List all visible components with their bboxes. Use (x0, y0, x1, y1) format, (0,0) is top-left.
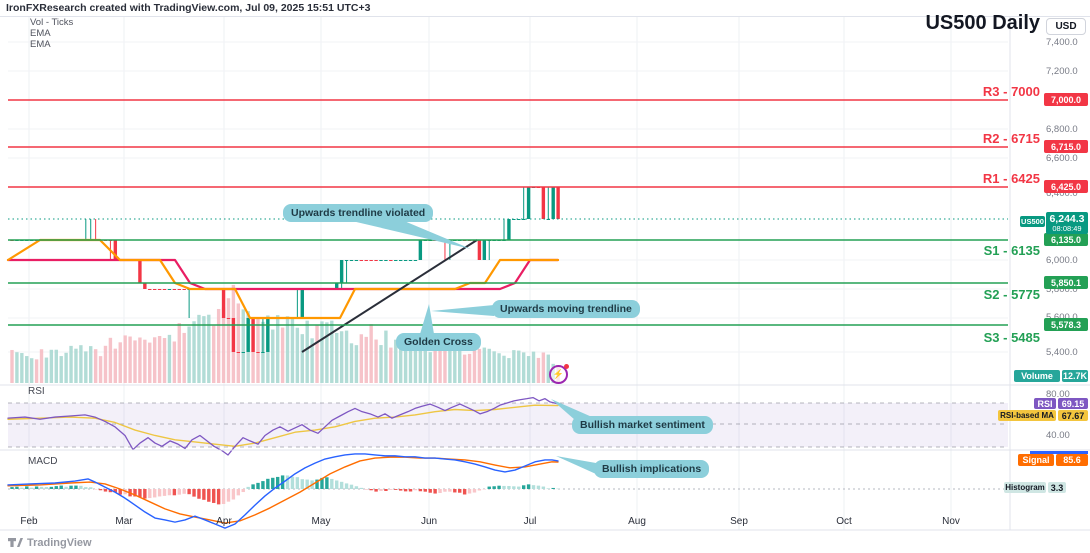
callout-moving-trendline[interactable]: Upwards moving trendline (492, 300, 640, 318)
price-axis-label: 6,400.0 (1046, 188, 1078, 199)
callout-bullish-implications[interactable]: Bullish implications (594, 460, 710, 478)
last-price-value: 6,244.3 (1049, 212, 1085, 225)
rsi-value-chip: 69.15 (1058, 398, 1088, 409)
attribution-text: IronFXResearch created with TradingView.… (6, 2, 371, 14)
axis-chip-s1: 6,135.0 (1044, 233, 1088, 246)
boost-lightning-icon[interactable]: ⚡ (549, 365, 568, 384)
macd-pane-label[interactable]: MACD (28, 456, 58, 467)
price-axis-label: 7,200.0 (1046, 66, 1078, 77)
level-text-r3[interactable]: R3 - 7000 (982, 84, 1040, 99)
rsi-ma-label-chip: RSI-based MA (998, 410, 1056, 421)
boost-notification-dot (564, 364, 569, 369)
last-price-chip: 6,244.3 08:08:49 (1046, 212, 1088, 234)
callout-golden-cross[interactable]: Golden Cross (396, 333, 481, 351)
month-label: Feb (20, 516, 38, 527)
month-label: Nov (942, 516, 960, 527)
price-axis-label: 6,600.0 (1046, 153, 1078, 164)
month-label: Aug (628, 516, 646, 527)
axis-chip-s3: 5,578.3 (1044, 318, 1088, 331)
level-text-r2[interactable]: R2 - 6715 (982, 131, 1040, 146)
month-label: Oct (836, 516, 852, 527)
tradingview-logo[interactable]: TradingView (8, 535, 92, 550)
month-label: Sep (730, 516, 748, 527)
rsi-ma-value-chip: 67.67 (1058, 410, 1088, 421)
month-label: Apr (216, 516, 232, 527)
axis-chip-r1: 6,425.0 (1044, 180, 1088, 193)
month-label: Mar (115, 516, 133, 527)
price-axis-label: 6,000.0 (1046, 255, 1078, 266)
legend-volume[interactable]: Vol - Ticks (30, 17, 74, 28)
macd-histogram-label-chip: Histogram (1004, 482, 1046, 493)
price-axis-label: 5,800.0 (1046, 284, 1078, 295)
month-label: Jul (523, 516, 537, 527)
last-price-symbol-tag: US500 (1020, 216, 1045, 227)
macd-signal-value-chip: 85.6 (1056, 454, 1088, 466)
rsi-pane-label[interactable]: RSI (28, 386, 45, 397)
tradingview-logo-icon (8, 538, 23, 547)
month-label: Jun (420, 516, 438, 527)
axis-chip-r2: 6,715.0 (1044, 140, 1088, 153)
callout-trendline-violated[interactable]: Upwards trendline violated (283, 204, 434, 222)
symbol-title: US500 Daily (925, 12, 1040, 34)
callout-bullish-sentiment[interactable]: Bullish market sentiment (572, 416, 713, 434)
level-text-s3[interactable]: S3 - 5485 (983, 330, 1040, 345)
tradingview-logo-text: TradingView (27, 536, 92, 549)
price-axis-label: 6,800.0 (1046, 124, 1078, 135)
price-axis-label: 5,600.0 (1046, 312, 1078, 323)
axis-chip-r3: 7,000.0 (1044, 93, 1088, 106)
currency-button[interactable]: USD (1046, 18, 1086, 35)
macd-signal-label-chip: Signal (1018, 454, 1054, 466)
legend-ema-1[interactable]: EMA (30, 28, 51, 39)
level-text-s2[interactable]: S2 - 5775 (983, 287, 1040, 302)
legend-ema-2[interactable]: EMA (30, 39, 51, 50)
price-axis-label: 5,400.0 (1046, 347, 1078, 358)
volume-label-chip: Volume (1014, 370, 1060, 382)
rsi-scale-label: 40.00 (1046, 430, 1070, 441)
axis-chip-s2: 5,850.1 (1044, 276, 1088, 289)
level-text-s1[interactable]: S1 - 6135 (983, 243, 1040, 258)
bar-countdown: 08:08:49 (1052, 223, 1082, 233)
level-text-r1[interactable]: R1 - 6425 (982, 171, 1040, 186)
macd-line-color-strip (1030, 451, 1088, 454)
price-axis-label: 7,400.0 (1046, 37, 1078, 48)
rsi-scale-label: 80.00 (1046, 389, 1070, 400)
rsi-label-chip: RSI (1034, 398, 1056, 409)
macd-histogram-value-chip: 3.3 (1048, 482, 1066, 493)
volume-value-chip: 12.7K (1062, 370, 1088, 382)
month-label: May (311, 516, 331, 527)
